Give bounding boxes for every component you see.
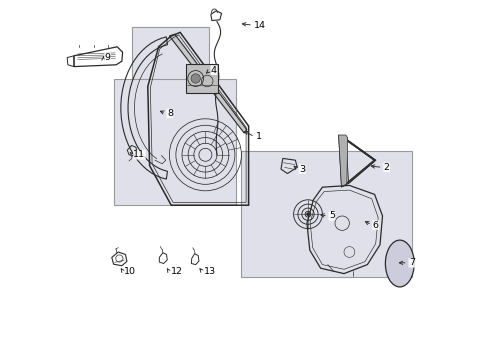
Text: 2: 2: [384, 163, 390, 172]
FancyBboxPatch shape: [114, 79, 236, 205]
Text: 6: 6: [373, 220, 379, 230]
FancyBboxPatch shape: [186, 64, 218, 93]
Circle shape: [191, 74, 200, 83]
Text: 5: 5: [329, 211, 335, 220]
Text: 10: 10: [124, 267, 136, 276]
Polygon shape: [339, 135, 347, 187]
Text: 13: 13: [204, 267, 216, 276]
FancyBboxPatch shape: [242, 151, 413, 277]
Text: 11: 11: [133, 150, 146, 159]
Circle shape: [306, 212, 310, 216]
Text: 14: 14: [254, 21, 266, 30]
FancyBboxPatch shape: [132, 27, 209, 104]
Ellipse shape: [386, 240, 414, 287]
Text: 7: 7: [409, 258, 415, 267]
Text: 12: 12: [171, 267, 182, 276]
Polygon shape: [170, 34, 247, 133]
Text: 9: 9: [104, 53, 111, 62]
Text: 1: 1: [256, 132, 262, 141]
Text: 4: 4: [211, 66, 217, 75]
Text: 8: 8: [167, 109, 173, 118]
Text: 3: 3: [299, 165, 305, 174]
